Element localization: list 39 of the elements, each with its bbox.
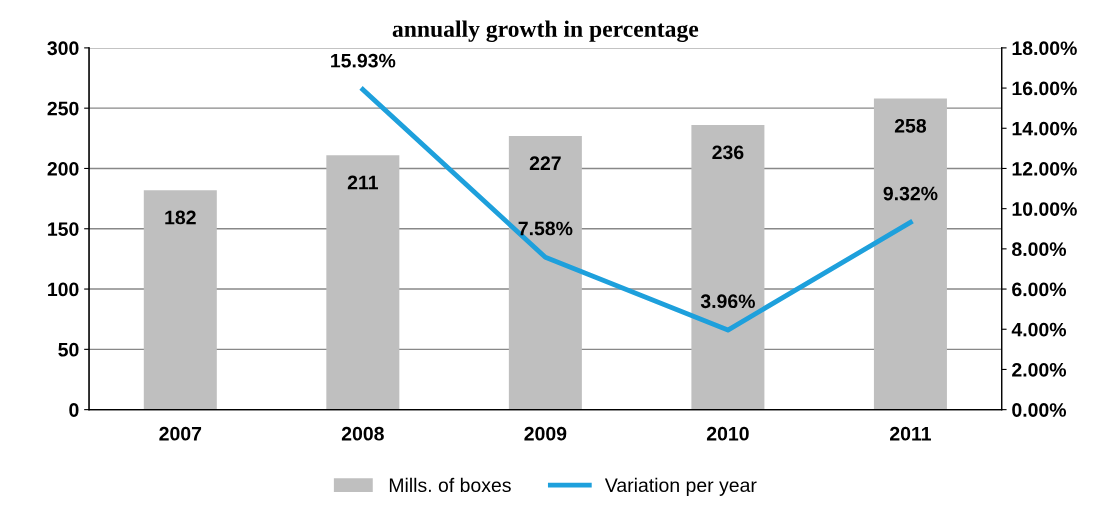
y2-tick-label: 14.00% — [1012, 121, 1077, 136]
data-label: 7.58% — [518, 221, 573, 236]
data-label: 3.96% — [700, 294, 755, 309]
y-tick-label: 0 — [69, 403, 79, 417]
y-tick-label: 300 — [47, 41, 79, 56]
data-label: 211 — [347, 175, 378, 190]
data-label: 182 — [165, 210, 196, 225]
x-tick-label: 2008 — [341, 426, 384, 441]
bar — [143, 190, 217, 410]
chart-title: annually growth in percentage — [392, 20, 699, 42]
y-tick-label: 250 — [47, 101, 79, 116]
data-label: 258 — [894, 118, 927, 133]
x-tick-label: 2009 — [524, 426, 567, 441]
y2-tick-label: 10.00% — [1012, 202, 1077, 216]
y2-tick-label: 4.00% — [1011, 322, 1067, 337]
x-tick-label: 2010 — [706, 426, 749, 441]
y2-tick-label: 6.00% — [1012, 282, 1067, 297]
y2-tick-label: 12.00% — [1012, 161, 1077, 176]
x-tick-label: 2011 — [890, 426, 931, 441]
data-label: 236 — [712, 145, 744, 160]
x-tick-label: 2007 — [159, 426, 202, 441]
y-tick-label: 200 — [47, 161, 79, 176]
legend-label: Mills. of boxes — [389, 477, 511, 493]
y2-tick-label: 2.00% — [1012, 362, 1067, 377]
y2-tick-label: 16.00% — [1012, 81, 1077, 96]
bar — [873, 98, 947, 410]
data-label: 227 — [529, 156, 561, 170]
y-tick-label: 50 — [58, 342, 79, 357]
bar — [508, 135, 582, 410]
y2-tick-label: 8.00% — [1012, 242, 1067, 257]
data-label: 9.32% — [883, 186, 938, 201]
y2-tick-label: 0.00% — [1012, 403, 1067, 417]
data-label: 15.93% — [331, 53, 396, 68]
legend-label: Variation per year — [604, 477, 757, 496]
y-tick-label: 150 — [48, 222, 79, 236]
y-tick-label: 100 — [48, 282, 79, 297]
bar — [691, 125, 765, 410]
y2-tick-label: 18.00% — [1012, 41, 1077, 56]
bar — [326, 155, 400, 410]
